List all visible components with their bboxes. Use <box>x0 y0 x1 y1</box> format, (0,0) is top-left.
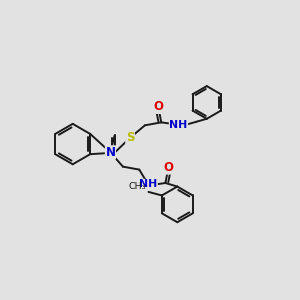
Text: N: N <box>105 146 116 159</box>
Text: S: S <box>126 131 134 144</box>
Text: O: O <box>164 161 173 174</box>
Text: NH: NH <box>139 179 157 190</box>
Text: O: O <box>153 100 163 113</box>
Text: NH: NH <box>169 120 188 130</box>
Text: CH₃: CH₃ <box>129 182 146 191</box>
